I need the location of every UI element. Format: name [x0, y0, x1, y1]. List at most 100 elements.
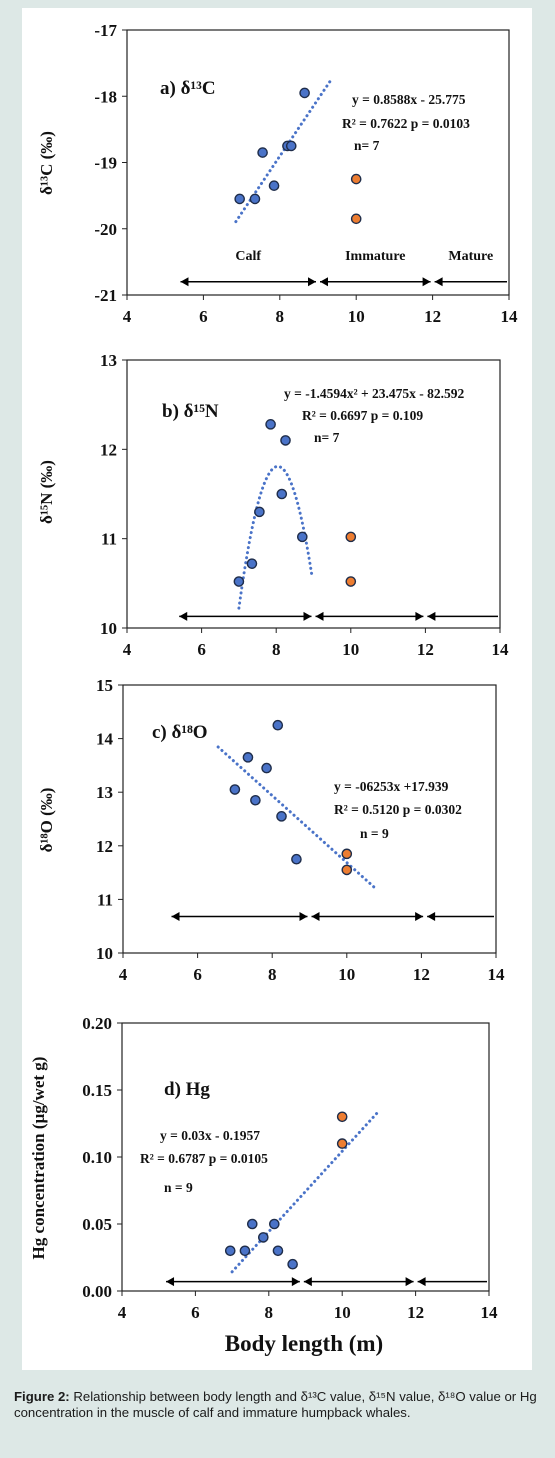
data-point-calf — [254, 506, 265, 518]
stage-arrow-head-left — [180, 277, 189, 287]
x-tick-label: 10 — [348, 307, 365, 326]
x-tick-label: 14 — [488, 965, 506, 984]
y-tick-label: 11 — [101, 530, 117, 549]
regression-stats: R² = 0.5120 p = 0.0302 — [334, 802, 462, 817]
regression-equation: y = -06253x +17.939 — [334, 779, 449, 794]
data-point-calf — [287, 1258, 298, 1270]
stage-arrow-head-left — [171, 912, 180, 922]
panel-label: c) δ¹⁸O — [152, 722, 208, 743]
caption-text: Relationship between body length and δ¹³… — [14, 1389, 537, 1420]
x-tick-label: 6 — [193, 965, 202, 984]
stage-arrow-head-left — [315, 611, 324, 621]
data-point-immature — [336, 1138, 348, 1149]
data-point-calf — [249, 193, 261, 205]
data-point-calf — [265, 419, 276, 430]
data-point-calf — [297, 531, 308, 543]
x-tick-label: 8 — [276, 307, 285, 326]
y-tick-label: 12 — [100, 440, 117, 459]
figure-svg: -21 -20 -19 -18 -17 4 6 8 10 12 14 δ¹³C (‰) a) δ¹³C y… — [29, 21, 518, 1356]
data-point-calf — [280, 435, 291, 446]
y-tick-label: 0.05 — [82, 1215, 112, 1234]
x-axis-label: Body length (m) — [225, 1331, 383, 1356]
y-tick-label: 15 — [96, 676, 113, 695]
data-point-immature — [336, 1111, 348, 1123]
x-tick-label: 14 — [492, 640, 510, 659]
stage-arrow-head-right — [299, 912, 308, 922]
data-point-calf — [269, 1218, 280, 1230]
data-point-calf — [276, 488, 288, 500]
stage-arrow-head-right — [308, 277, 316, 287]
y-tick-label: 10 — [100, 619, 117, 638]
y-axis-label: δ¹⁸O (‰) — [37, 788, 56, 853]
x-tick-label: 6 — [199, 307, 208, 326]
chart-panel-d: 0.00 0.05 0.10 0.15 0.20 4 6 8 10 12 14 Hg concentr… — [29, 1014, 498, 1322]
data-point-immature — [350, 173, 362, 185]
chart-panel-c: 10 11 12 13 14 15 4 6 8 10 12 14 δ¹⁸O (‰) c) δ¹⁸O y = … — [37, 676, 505, 984]
trend-line — [230, 1109, 381, 1274]
data-point-immature — [350, 213, 362, 225]
y-tick-label: -21 — [94, 286, 117, 305]
stage-label-immature: Immature — [345, 249, 405, 264]
stage-arrow-head-right — [422, 277, 431, 287]
x-tick-label: 8 — [268, 965, 277, 984]
data-point-calf — [272, 1245, 284, 1257]
stage-arrow-head-right — [415, 912, 424, 922]
trend-line — [216, 745, 379, 891]
caption-label: Figure 2: — [14, 1389, 70, 1404]
plot-frame — [126, 359, 501, 629]
data-point-calf — [233, 576, 245, 587]
regression-stats: R² = 0.6787 p = 0.0105 — [140, 1151, 268, 1166]
stage-arrow-head-left — [434, 277, 443, 287]
y-tick-label: 10 — [96, 944, 113, 963]
data-point-calf — [299, 87, 310, 99]
data-point-calf — [291, 853, 302, 865]
data-point-calf — [276, 811, 287, 822]
y-tick-label: -20 — [94, 220, 117, 239]
stage-arrow-head-right — [303, 611, 312, 621]
data-point-calf — [246, 558, 258, 569]
x-tick-label: 4 — [123, 640, 132, 659]
panel-label: b) δ¹⁵N — [162, 401, 219, 422]
x-tick-label: 10 — [334, 1303, 351, 1322]
x-tick-label: 14 — [481, 1303, 499, 1322]
stage-label-calf: Calf — [235, 249, 261, 264]
data-point-immature — [345, 531, 357, 543]
sample-size-label: n= 7 — [354, 138, 380, 153]
stage-arrow-head-left — [166, 1277, 175, 1287]
data-point-calf — [257, 1232, 269, 1243]
stage-arrow-head-right — [415, 611, 424, 621]
x-tick-label: 12 — [424, 307, 441, 326]
y-axis-label: Hg concentration (µg/wet g) — [29, 1057, 48, 1260]
stage-arrow-head-left — [179, 611, 188, 621]
y-tick-label: -19 — [94, 154, 117, 173]
y-tick-label: 13 — [96, 783, 113, 802]
stage-arrow-head-right — [405, 1277, 414, 1287]
data-point-calf — [242, 752, 254, 763]
x-tick-label: 12 — [417, 640, 434, 659]
stage-label-mature: Mature — [448, 249, 493, 264]
y-tick-label: 0.20 — [82, 1014, 112, 1033]
stage-arrow-head-left — [303, 1277, 312, 1287]
data-point-immature — [345, 576, 357, 587]
data-point-calf — [285, 140, 297, 152]
regression-stats: R² = 0.7622 p = 0.0103 — [342, 116, 470, 131]
stage-arrow-head-left — [427, 611, 436, 621]
x-tick-label: 6 — [191, 1303, 200, 1322]
data-point-calf — [268, 180, 280, 191]
stage-arrow-head-left — [427, 912, 436, 922]
x-tick-label: 10 — [338, 965, 355, 984]
data-point-calf — [257, 147, 268, 158]
trend-line — [237, 464, 314, 610]
x-tick-label: 4 — [118, 1303, 127, 1322]
data-point-calf — [246, 1218, 258, 1230]
x-tick-label: 8 — [272, 640, 281, 659]
stage-arrow-head-left — [320, 277, 328, 287]
y-tick-label: 12 — [96, 837, 113, 856]
stage-arrow-head-left — [311, 912, 320, 922]
stage-arrow-head-left — [417, 1277, 426, 1287]
y-tick-label: 14 — [96, 730, 114, 749]
regression-stats: R² = 0.6697 p = 0.109 — [302, 408, 423, 423]
figure-caption: Figure 2: Relationship between body leng… — [14, 1389, 540, 1421]
regression-equation: y = 0.03x - 0.1957 — [160, 1128, 260, 1143]
y-tick-label: 0.10 — [82, 1148, 112, 1167]
